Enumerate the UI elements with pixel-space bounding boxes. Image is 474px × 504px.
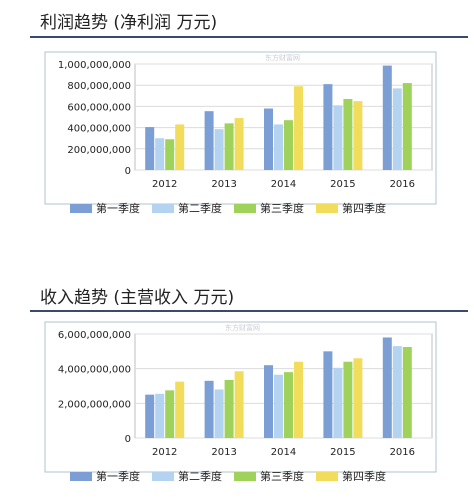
y-tick-label: 1,000,000,000 xyxy=(58,60,131,71)
legend-item: 第二季度 xyxy=(152,468,222,484)
x-tick-label: 2015 xyxy=(330,179,355,190)
bar-2-2015 xyxy=(333,367,343,438)
bar-1-2014 xyxy=(264,365,273,438)
profit-chart-panel: 利润趋势 (净利润 万元) 0 200,000,000 400,000,000 600… xyxy=(0,0,474,240)
bar-4-2015 xyxy=(353,358,363,438)
y-tick-label: 400,000,000 xyxy=(67,124,131,135)
profit-title-divider xyxy=(30,36,468,38)
x-tick-label: 2016 xyxy=(390,447,415,458)
y-tick-label: 800,000,000 xyxy=(67,81,131,92)
profit-bar-chart: 0 200,000,000 400,000,000 600,000,000 800,00… xyxy=(44,51,437,205)
y-tick-label: 0 xyxy=(125,434,131,445)
bar-1-2015 xyxy=(323,84,333,170)
bar-1-2013 xyxy=(204,111,214,170)
bar-4-2014 xyxy=(294,86,303,170)
x-tick-label: 2014 xyxy=(271,179,296,190)
y-tick-label: 6,000,000,000 xyxy=(58,330,131,341)
legend-label: 第一季度 xyxy=(96,470,140,483)
bar-1-2012 xyxy=(145,127,155,170)
bar-3-2013 xyxy=(224,123,234,170)
bar-4-2012 xyxy=(175,124,185,170)
x-tick-label: 2012 xyxy=(152,447,177,458)
y-tick-label: 0 xyxy=(125,166,131,177)
legend-label: 第四季度 xyxy=(342,202,386,215)
bar-2-2016 xyxy=(392,346,402,438)
legend-label: 第二季度 xyxy=(178,202,222,215)
bar-3-2015 xyxy=(343,361,353,438)
legend-label: 第三季度 xyxy=(260,470,304,483)
bar-4-2015 xyxy=(353,101,363,170)
legend-item: 第四季度 xyxy=(316,468,386,484)
legend-item: 第三季度 xyxy=(234,200,304,216)
bar-1-2013 xyxy=(204,380,214,438)
legend-swatch xyxy=(70,203,92,213)
watermark-text: 东方财富网 xyxy=(225,323,260,332)
bar-4-2013 xyxy=(234,118,244,170)
revenue-chart-panel: 收入趋势 (主营收入 万元) 0 2,000,000,000 4,000,000,0… xyxy=(0,270,474,495)
revenue-bar-chart: 0 2,000,000,000 4,000,000,000 6,000,000,000… xyxy=(44,321,437,473)
revenue-title-divider xyxy=(30,310,468,312)
y-tick-label: 600,000,000 xyxy=(67,102,131,113)
legend-swatch xyxy=(316,203,338,213)
watermark-text: 东方财富网 xyxy=(265,53,300,62)
legend-swatch xyxy=(234,203,256,213)
bar-3-2015 xyxy=(343,98,353,170)
y-tick-label: 2,000,000,000 xyxy=(58,399,131,410)
legend-item: 第一季度 xyxy=(70,468,140,484)
y-tick-label: 200,000,000 xyxy=(67,145,131,156)
bar-2-2013 xyxy=(214,129,224,170)
legend-item: 第四季度 xyxy=(316,200,386,216)
bar-2-2013 xyxy=(214,389,224,438)
legend-label: 第一季度 xyxy=(96,202,140,215)
legend-label: 第四季度 xyxy=(342,470,386,483)
bar-1-2016 xyxy=(382,337,392,438)
legend-item: 第三季度 xyxy=(234,468,304,484)
x-tick-label: 2014 xyxy=(271,447,296,458)
bar-2-2014 xyxy=(274,124,283,170)
bar-4-2013 xyxy=(234,371,244,438)
legend-label: 第二季度 xyxy=(178,470,222,483)
legend-swatch xyxy=(316,471,338,481)
profit-chart-legend: 第一季度 第二季度 第三季度 第四季度 xyxy=(70,200,398,216)
x-tick-label: 2013 xyxy=(211,179,236,190)
legend-item: 第二季度 xyxy=(152,200,222,216)
bar-3-2016 xyxy=(402,347,412,438)
profit-chart-title: 利润趋势 (净利润 万元) xyxy=(40,13,218,33)
legend-label: 第三季度 xyxy=(260,202,304,215)
x-tick-label: 2016 xyxy=(390,179,415,190)
bar-4-2014 xyxy=(294,361,303,438)
legend-swatch xyxy=(152,471,174,481)
x-tick-label: 2013 xyxy=(211,447,236,458)
legend-swatch xyxy=(234,471,256,481)
x-tick-label: 2012 xyxy=(152,179,177,190)
legend-swatch xyxy=(70,471,92,481)
bar-2-2015 xyxy=(333,105,343,170)
bar-1-2016 xyxy=(382,65,392,170)
revenue-chart-title: 收入趋势 (主营收入 万元) xyxy=(40,288,235,308)
legend-item: 第一季度 xyxy=(70,200,140,216)
bar-3-2014 xyxy=(284,372,293,438)
bar-4-2012 xyxy=(175,381,185,438)
bar-2-2012 xyxy=(155,393,165,438)
bar-1-2014 xyxy=(264,108,273,170)
bar-2-2012 xyxy=(155,138,165,170)
bar-3-2016 xyxy=(402,83,412,170)
bar-1-2012 xyxy=(145,394,155,438)
bar-3-2014 xyxy=(284,120,293,170)
y-tick-label: 4,000,000,000 xyxy=(58,365,131,376)
bar-3-2012 xyxy=(165,390,175,438)
bar-2-2016 xyxy=(392,88,402,170)
revenue-chart-legend: 第一季度 第二季度 第三季度 第四季度 xyxy=(70,468,398,484)
bar-3-2012 xyxy=(165,139,175,170)
bar-3-2013 xyxy=(224,379,234,438)
x-tick-label: 2015 xyxy=(330,447,355,458)
bar-2-2014 xyxy=(274,374,283,438)
bar-1-2015 xyxy=(323,351,333,438)
legend-swatch xyxy=(152,203,174,213)
